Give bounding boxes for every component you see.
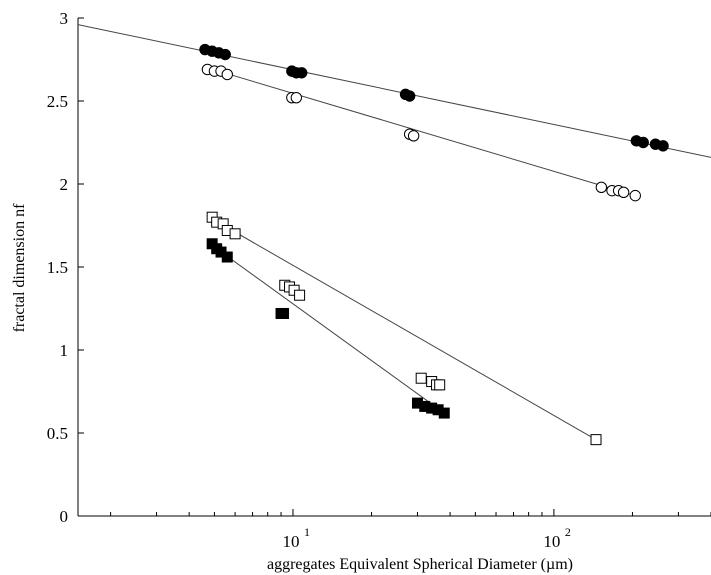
data-point-filled-circle [403,90,416,102]
y-tick-label: 1.5 [47,258,68,277]
y-tick-label: 2.5 [47,92,68,111]
y-tick-label: 1 [60,341,69,360]
data-markers [199,43,669,446]
fit-lines [77,24,711,441]
x-tick-label-exp: 2 [565,525,571,539]
data-point-open-circle [407,130,420,142]
x-axis-title: aggregates Equivalent Spherical Diameter… [267,556,573,573]
x-tick-label-exp: 1 [304,525,310,539]
data-point-open-square [229,228,241,240]
x-tick-label-base: 10 [282,532,299,551]
data-point-open-circle [629,189,641,202]
y-tick-label: 0 [60,507,69,526]
data-point-open-square [415,372,427,384]
data-point-open-circle [595,181,608,194]
y-axis-title: fractal dimension nf [11,203,28,333]
y-tick-label: 2 [60,175,69,194]
x-tick-label: 10 1 [282,525,310,551]
y-axis-ticks: 0 0.5 1 1.5 2 2.5 3 [47,9,84,526]
data-point-filled-circle [657,140,669,152]
y-tick-label: 3 [60,9,69,28]
data-point-filled-circle [219,48,231,61]
data-point-open-circle [617,186,630,199]
x-tick-label-base: 10 [543,532,560,551]
y-tick-label: 0.5 [47,424,68,443]
fit-line-series-1 [77,24,711,158]
data-point-filled-circle [296,67,308,79]
fit-line-series-3 [211,218,597,441]
data-point-open-circle [290,91,303,104]
x-tick-label: 10 2 [543,525,571,551]
axes [77,18,711,517]
fit-line-series-2 [207,67,636,197]
data-point-open-circle [221,68,233,81]
data-point-open-square [434,379,446,391]
data-point-filled-square [438,407,450,419]
data-point-open-square [294,289,306,301]
data-point-filled-square [278,307,290,319]
data-point-filled-square [221,251,233,263]
data-point-open-square [590,434,602,446]
fit-line-series-4 [211,245,445,414]
data-point-filled-circle [637,136,649,149]
x-axis-ticks: 10 1 10 2 [110,509,711,551]
